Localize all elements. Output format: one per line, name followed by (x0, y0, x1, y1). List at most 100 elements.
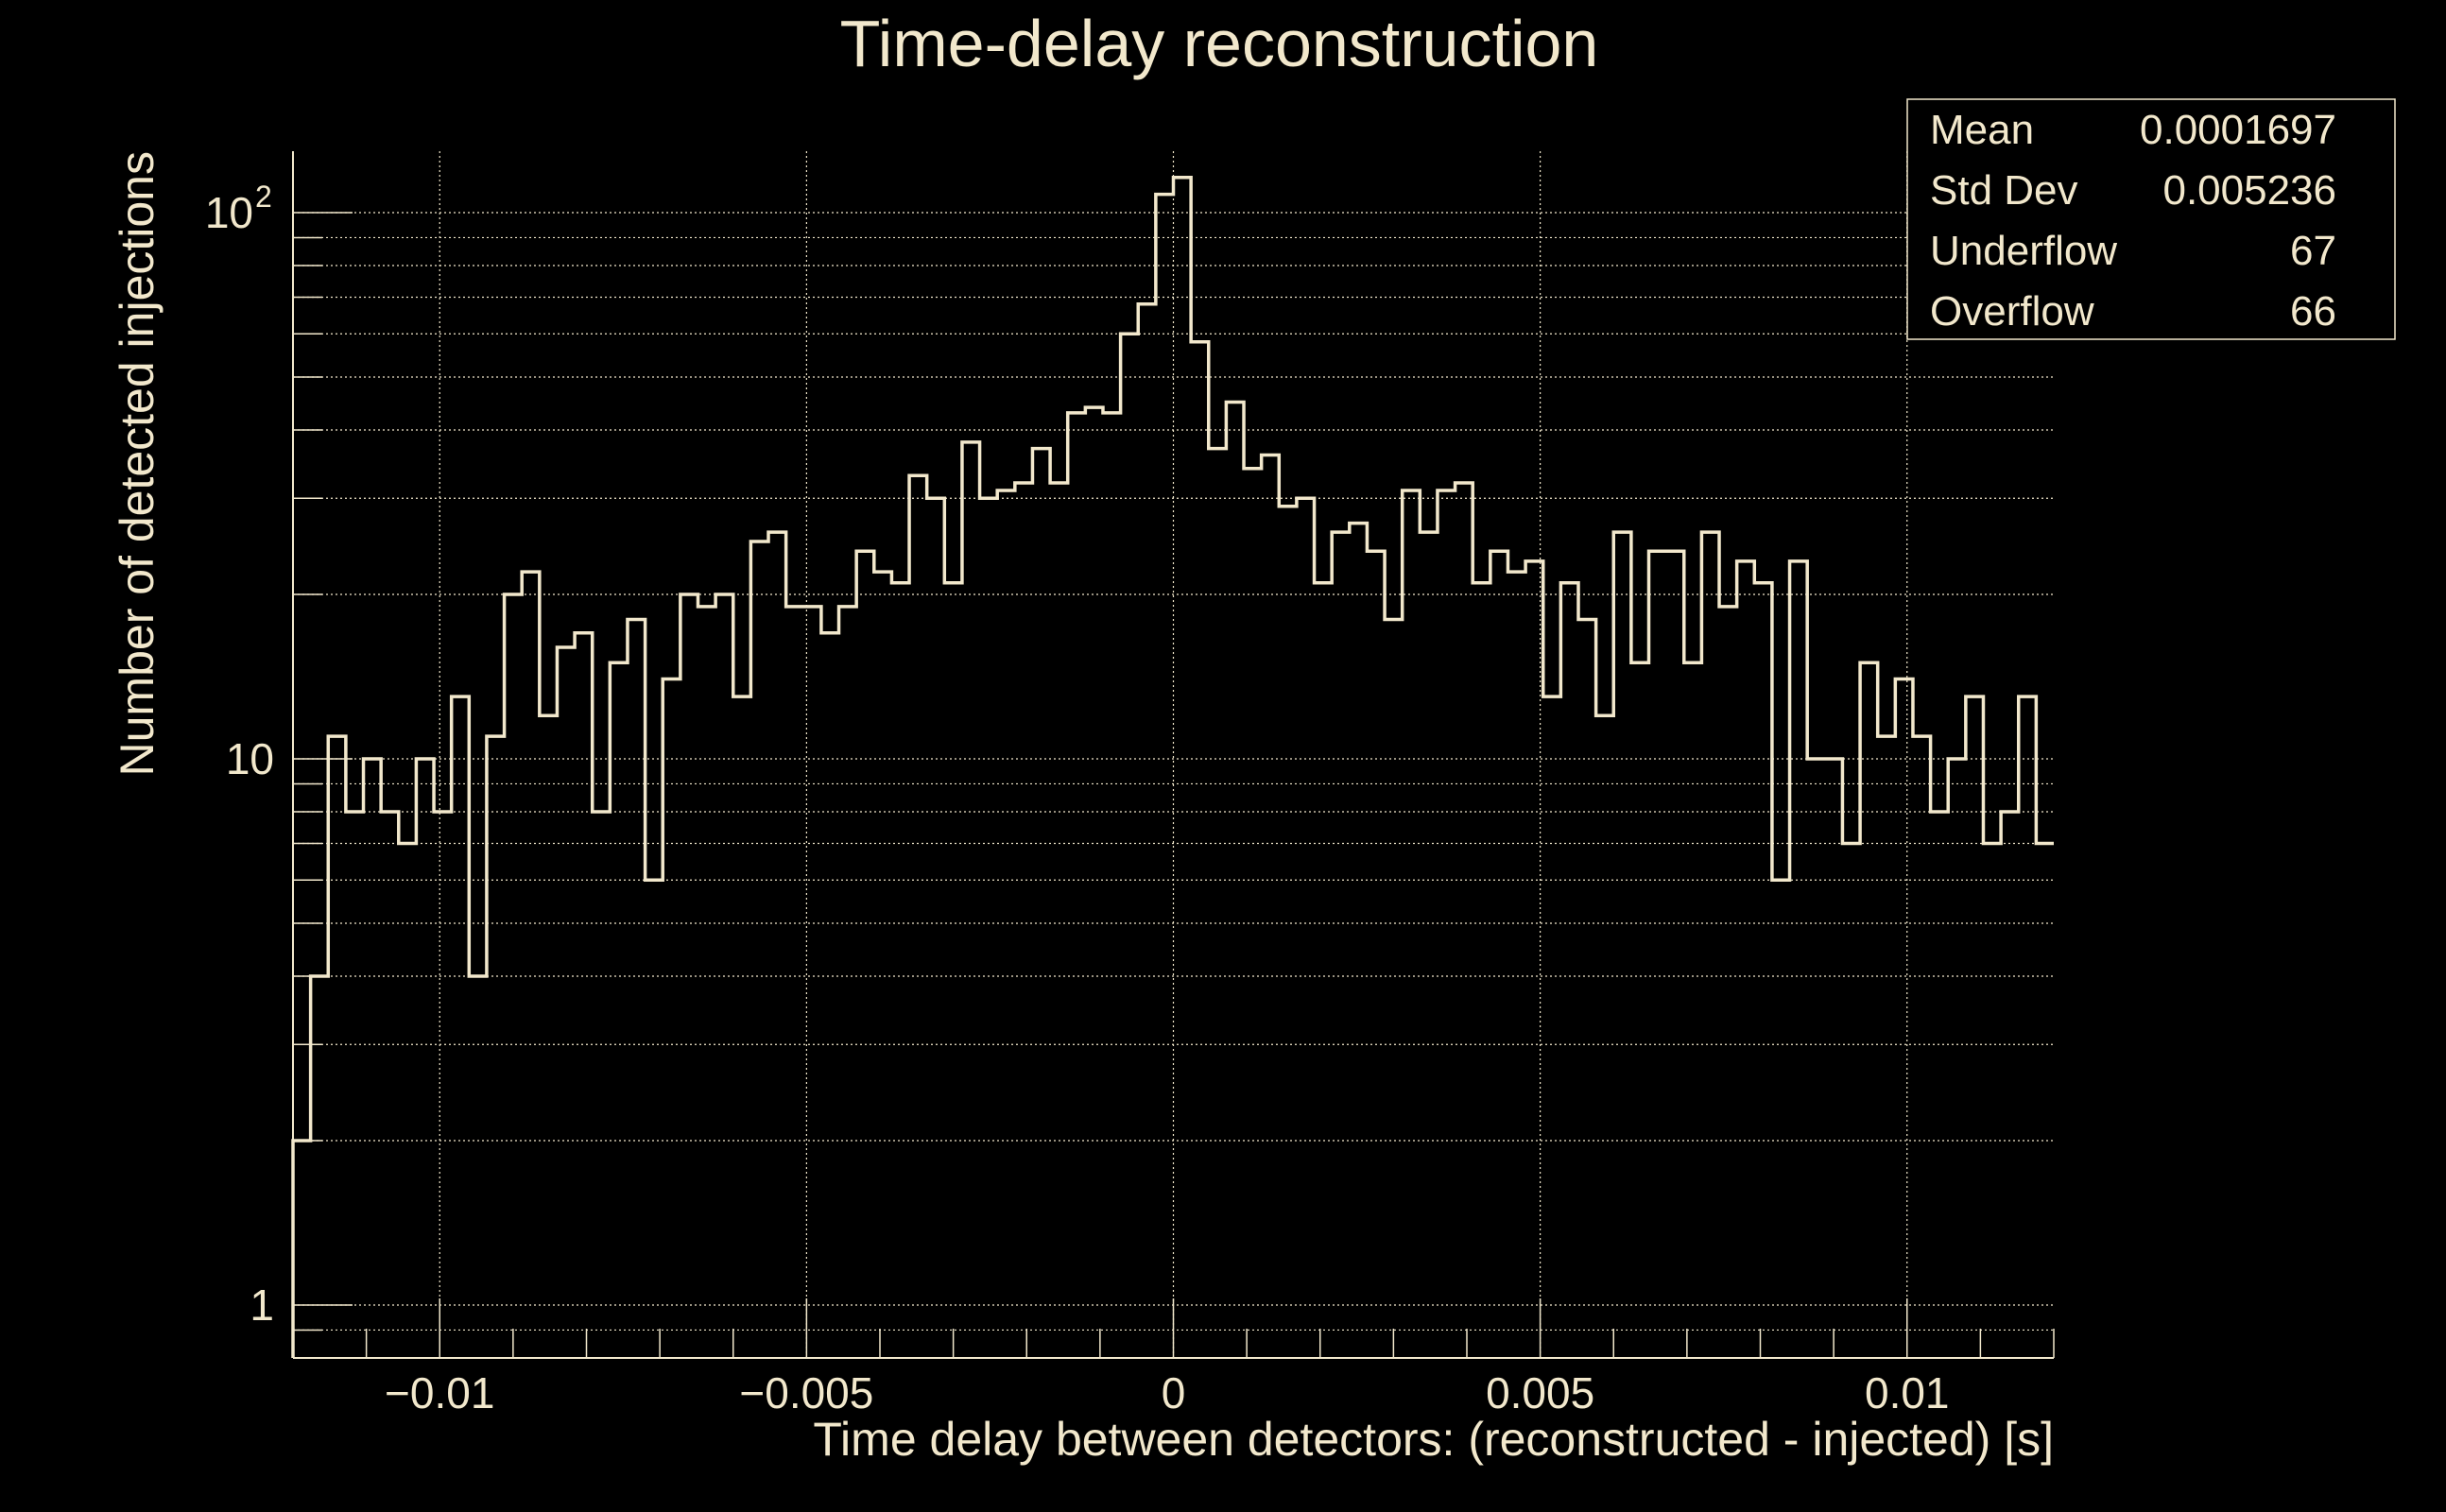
histogram-bin (1262, 455, 1280, 1358)
histogram-bin (1473, 583, 1490, 1358)
histogram-bin (1596, 715, 1614, 1358)
histogram-bin (1772, 880, 1790, 1358)
histogram-bin (750, 541, 768, 1358)
histogram-bin (1578, 619, 1596, 1358)
histogram-bin (698, 607, 715, 1358)
y-tick-label-exponent-2: 2 (255, 180, 272, 214)
histogram-bin (1174, 178, 1192, 1358)
histogram-bin (1490, 551, 1508, 1358)
histogram-bin (1068, 413, 1086, 1358)
histogram-bin (768, 532, 786, 1358)
x-tick-label-1: −0.005 (739, 1368, 873, 1418)
histogram-bin (2019, 696, 2037, 1358)
histogram-bin (1825, 759, 1843, 1358)
histogram-bin (1525, 561, 1543, 1358)
histogram-bin (399, 844, 417, 1358)
histogram-bin (469, 976, 487, 1358)
histogram-bin (1543, 696, 1561, 1358)
histogram-bin (680, 594, 698, 1358)
histogram-bin (1754, 583, 1772, 1358)
stats-label-underflow: Underflow (1930, 228, 2117, 274)
stats-value-overflow: 66 (2290, 288, 2336, 335)
histogram-bin (646, 880, 663, 1358)
histogram-bin (328, 736, 346, 1358)
histogram-bin (540, 715, 558, 1358)
histogram-bin (786, 607, 804, 1358)
histogram-bin (1456, 483, 1473, 1358)
histogram-bin (1560, 583, 1578, 1358)
histogram-bin (1649, 551, 1667, 1358)
histogram-bin (1015, 483, 1033, 1358)
histogram-bin (311, 976, 329, 1358)
histogram-bin (1983, 844, 2001, 1358)
histogram-bin (1032, 449, 1050, 1358)
stats-value-mean: 0.0001697 (2140, 107, 2336, 153)
histogram-bin (593, 812, 611, 1358)
histogram-bin (1297, 498, 1315, 1358)
histogram-bin (927, 498, 945, 1358)
histogram-bin (1332, 532, 1350, 1358)
histogram-bin (1438, 490, 1456, 1358)
histogram-bin (1842, 844, 1860, 1358)
stats-box-frame (1906, 98, 2396, 340)
histogram-bin (1279, 507, 1297, 1358)
histogram-bin (1138, 304, 1156, 1358)
histogram-bin (1613, 532, 1631, 1358)
y-tick-label-2: 10 (205, 188, 253, 237)
histogram-bin (1420, 532, 1438, 1358)
histogram-bin (1050, 483, 1068, 1358)
histogram-bin (997, 490, 1015, 1358)
histogram-bin (522, 572, 540, 1358)
histogram-bin (1403, 490, 1421, 1358)
histogram-bin (821, 633, 839, 1358)
x-axis-title: Time delay between detectors: (reconstru… (813, 1413, 2054, 1466)
histogram-bin (1878, 736, 1896, 1358)
histogram-bin (962, 442, 980, 1358)
histogram-step-line (291, 175, 2054, 1358)
histogram-bin (1807, 759, 1825, 1358)
stats-value-std-dev: 0.005236 (2162, 167, 2336, 214)
histogram-bin (452, 696, 470, 1358)
x-tick-label-0: −0.01 (385, 1368, 494, 1418)
histogram-bin (891, 583, 909, 1358)
histogram-bin (628, 619, 646, 1358)
histogram-bin (364, 759, 382, 1358)
grid (293, 151, 2054, 1359)
y-tick-label-1: 10 (226, 734, 274, 783)
histogram-bin (944, 583, 962, 1358)
histogram-bin (1121, 334, 1139, 1358)
histogram-bin (434, 812, 452, 1358)
histogram-bin (1631, 662, 1649, 1358)
histogram-bin (1367, 551, 1385, 1358)
histogram-bin (1790, 561, 1808, 1358)
histogram-bin (1666, 551, 1684, 1358)
histogram-bin (1931, 812, 1949, 1358)
histogram-bin (1191, 342, 1209, 1358)
histogram-bin (1209, 449, 1227, 1358)
y-axis-title: Number of detected injections (111, 151, 164, 776)
histogram-bin (1966, 696, 1984, 1358)
histogram-bin (1684, 662, 1702, 1358)
histogram-bin (1895, 679, 1913, 1358)
histogram-bin (1350, 524, 1368, 1358)
histogram-bin (416, 759, 434, 1358)
histogram-bin (909, 475, 927, 1358)
stats-label-mean: Mean (1930, 107, 2034, 153)
histogram-bin (874, 572, 892, 1358)
x-tick-label-4: 0.01 (1865, 1368, 1950, 1418)
histogram-bin (803, 607, 821, 1358)
stats-box: Mean 0.0001697 Std Dev 0.005236 Underflow 67 O… (1906, 98, 2396, 340)
x-tick-label-2: 0 (1162, 1368, 1186, 1418)
stats-label-std-dev: Std Dev (1930, 167, 2078, 214)
stats-value-underflow: 67 (2290, 228, 2336, 274)
histogram-bin (1244, 469, 1262, 1358)
histogram-bin (2036, 844, 2054, 1358)
histogram-bin (610, 662, 628, 1358)
histogram-bin (715, 594, 733, 1358)
histogram-bin (980, 498, 998, 1358)
stats-label-overflow: Overflow (1930, 288, 2094, 335)
histogram-bin (663, 679, 680, 1358)
chart-title: Time-delay reconstruction (840, 7, 1599, 80)
